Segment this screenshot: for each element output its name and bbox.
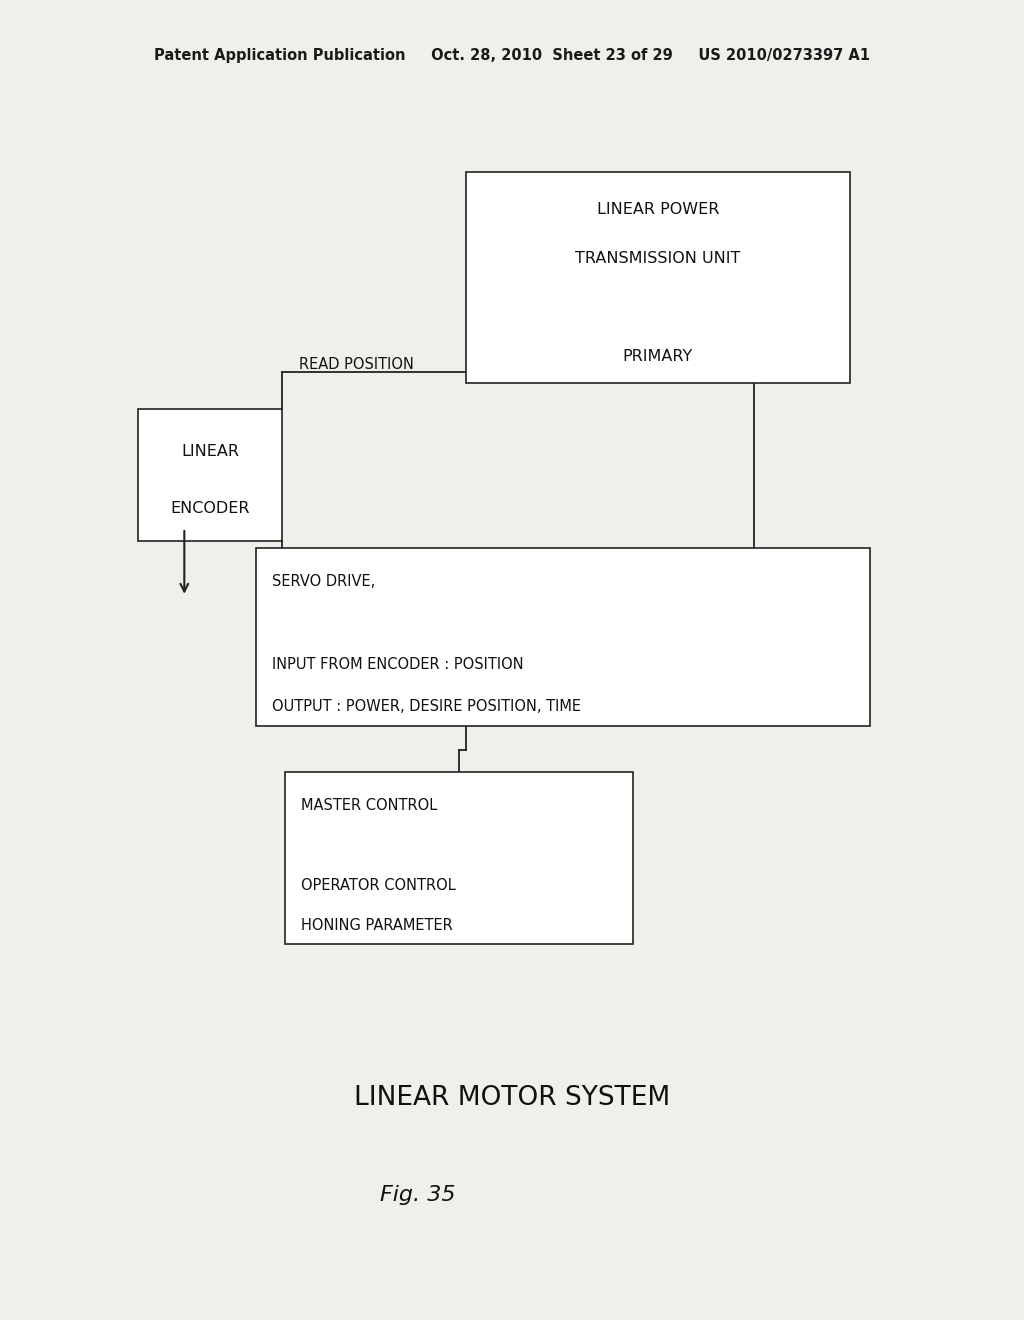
Text: HONING PARAMETER: HONING PARAMETER <box>301 917 453 932</box>
Text: LINEAR POWER: LINEAR POWER <box>597 202 719 216</box>
Text: OUTPUT : POWER, DESIRE POSITION, TIME: OUTPUT : POWER, DESIRE POSITION, TIME <box>272 698 582 714</box>
Text: INPUT FROM ENCODER : POSITION: INPUT FROM ENCODER : POSITION <box>272 657 524 672</box>
Text: PRIMARY: PRIMARY <box>623 350 693 364</box>
Text: MASTER CONTROL: MASTER CONTROL <box>301 797 437 813</box>
Text: OPERATOR CONTROL: OPERATOR CONTROL <box>301 878 456 892</box>
Text: LINEAR MOTOR SYSTEM: LINEAR MOTOR SYSTEM <box>354 1085 670 1111</box>
Text: Patent Application Publication     Oct. 28, 2010  Sheet 23 of 29     US 2010/027: Patent Application Publication Oct. 28, … <box>154 48 870 63</box>
Bar <box>138 409 282 541</box>
Text: LINEAR: LINEAR <box>181 444 239 458</box>
Text: READ POSITION: READ POSITION <box>299 356 414 372</box>
Text: TRANSMISSION UNIT: TRANSMISSION UNIT <box>575 251 740 265</box>
Text: ENCODER: ENCODER <box>170 502 250 516</box>
Bar <box>466 172 850 383</box>
Text: SERVO DRIVE,: SERVO DRIVE, <box>272 574 376 589</box>
Text: Fig. 35: Fig. 35 <box>380 1184 456 1205</box>
Bar <box>256 548 870 726</box>
Bar <box>285 772 633 944</box>
